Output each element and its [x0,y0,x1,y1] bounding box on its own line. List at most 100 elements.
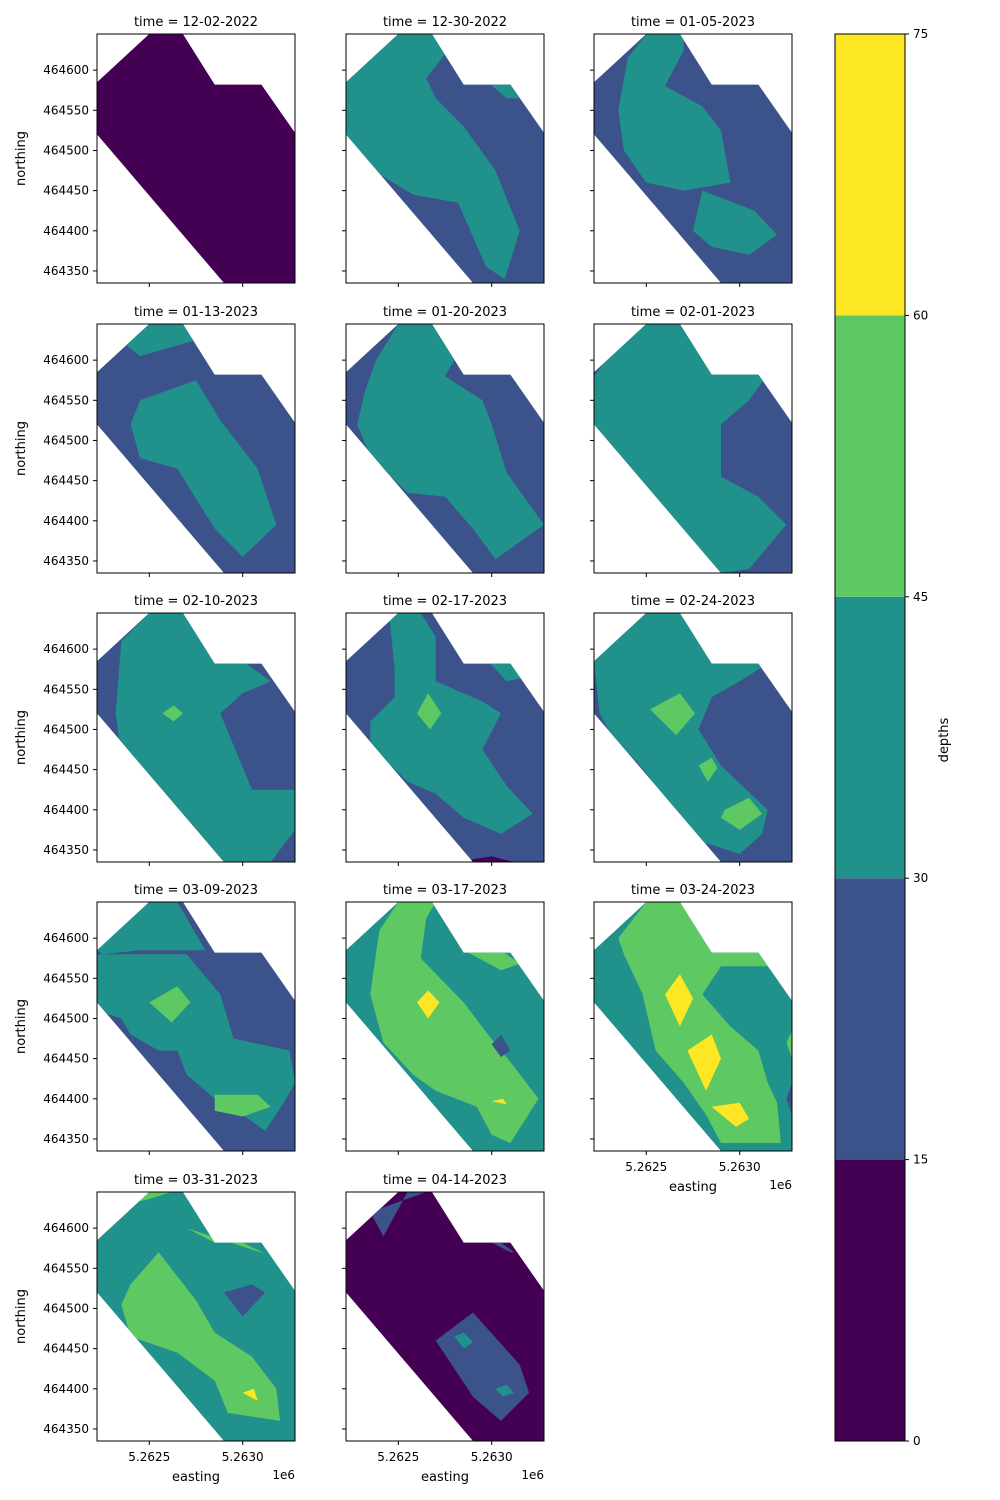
colorbar-tick-label: 45 [913,590,928,604]
panel-01-20-2023: time = 01-20-2023 [342,305,545,577]
panel-title: time = 02-17-2023 [383,594,507,609]
contour-region [693,190,778,255]
contour-region [650,693,695,736]
panel-contours [594,324,792,573]
contour-region [711,1102,749,1127]
panel-03-17-2023: time = 03-17-2023 [342,883,545,1155]
contour-region [121,1252,281,1421]
contour-region [786,1030,792,1059]
y-tick-label: 464550 [43,682,89,696]
colorbar-frame [834,33,906,1442]
y-tick-label: 464550 [43,103,89,117]
y-tick-label: 464400 [43,803,89,817]
panel-frame [96,612,296,863]
y-tick-label: 464450 [43,1052,89,1066]
panel-title: time = 01-05-2023 [631,15,755,30]
panel-contours [594,613,792,862]
y-axis-label: northing [14,710,29,765]
y-tick-label: 464500 [43,433,89,447]
contour-region [463,950,520,971]
x-tick-label: 5.2625 [625,1160,667,1174]
y-tick-label: 464600 [43,353,89,367]
contour-region [214,1094,271,1117]
colorbar-band [835,315,905,597]
contour-region [370,1192,427,1237]
contour-region [346,34,520,279]
contour-region [370,613,533,834]
y-tick-label: 464600 [43,63,89,77]
panel-contours [346,34,544,283]
y-tick-label: 464550 [43,1261,89,1275]
y-tick-label: 464450 [43,1342,89,1356]
panel-frame [345,33,545,284]
panel-contours [346,613,544,862]
y-tick-label: 464450 [43,763,89,777]
panel-contours [346,1192,544,1441]
colorbar-tick-label: 15 [913,1153,928,1167]
panel-contours [97,34,295,283]
colorbar-tick-label: 0 [913,1434,921,1448]
y-tick-label: 464400 [43,224,89,238]
panel-frame [96,323,296,574]
panel-12-30-2022: time = 12-30-2022 [342,15,545,287]
colorbar-label: depths [937,717,952,762]
panel-title: time = 03-17-2023 [383,883,507,898]
panel-contours [97,613,295,862]
contour-region [721,797,763,830]
contour-region [162,705,183,722]
x-tick-label: 5.2630 [719,1160,761,1174]
y-tick-label: 464350 [43,554,89,568]
panel-frame [345,323,545,574]
y-tick-label: 464550 [43,971,89,985]
x-tick-label: 5.2625 [128,1450,170,1464]
x-tick-label: 5.2630 [222,1450,264,1464]
panel-title: time = 03-31-2023 [134,1173,258,1188]
y-tick-label: 464450 [43,184,89,198]
panel-frame [345,612,545,863]
contour-region [454,1332,473,1349]
contour-base-fill [97,34,295,283]
colorbar: 0 15 30 45 60 75 [834,27,928,1448]
x-axis-label: easting [421,1470,469,1485]
panel-contours [97,324,295,573]
panel-contours [97,1192,295,1441]
panel-02-10-2023: time = 02-10-2023 464600 464550 464500 46445… [14,594,296,866]
panel-frame [593,323,793,574]
panel-title: time = 04-14-2023 [383,1173,507,1188]
contour-region [242,1388,258,1401]
panel-contours [594,34,792,283]
y-tick-label: 464400 [43,514,89,528]
panel-02-01-2023: time = 02-01-2023 [590,305,793,577]
contour-region [618,902,787,1143]
x-offset-label: 1e6 [521,1468,544,1482]
contour-region [115,613,295,862]
y-tick-label: 464500 [43,1011,89,1025]
contour-region [698,757,718,782]
panel-contours [346,324,544,573]
y-tick-label: 464350 [43,1422,89,1436]
y-axis-label: northing [14,421,29,476]
contour-region [618,34,731,191]
y-tick-label: 464450 [43,474,89,488]
panel-title: time = 12-30-2022 [383,15,507,30]
contour-region [594,324,787,573]
x-tick-label: 5.2625 [377,1450,419,1464]
panel-contours [346,902,544,1151]
panel-frame [593,33,793,284]
contour-region [97,902,206,955]
panel-frame [96,33,296,284]
y-tick-label: 464600 [43,931,89,945]
x-tick-label: 5.2630 [471,1450,513,1464]
contour-region [491,1034,511,1057]
y-tick-label: 464400 [43,1382,89,1396]
panel-contours [97,902,295,1151]
panel-frame [345,1191,545,1442]
y-axis-label: northing [14,131,29,186]
contour-region [224,1284,266,1317]
contour-region [370,902,539,1143]
x-axis-label: easting [669,1180,717,1195]
contour-region [149,986,191,1023]
panel-03-31-2023: time = 03-31-2023 464600 464550 464500 46445… [14,1173,296,1485]
colorbar-tick-label: 60 [913,308,928,322]
